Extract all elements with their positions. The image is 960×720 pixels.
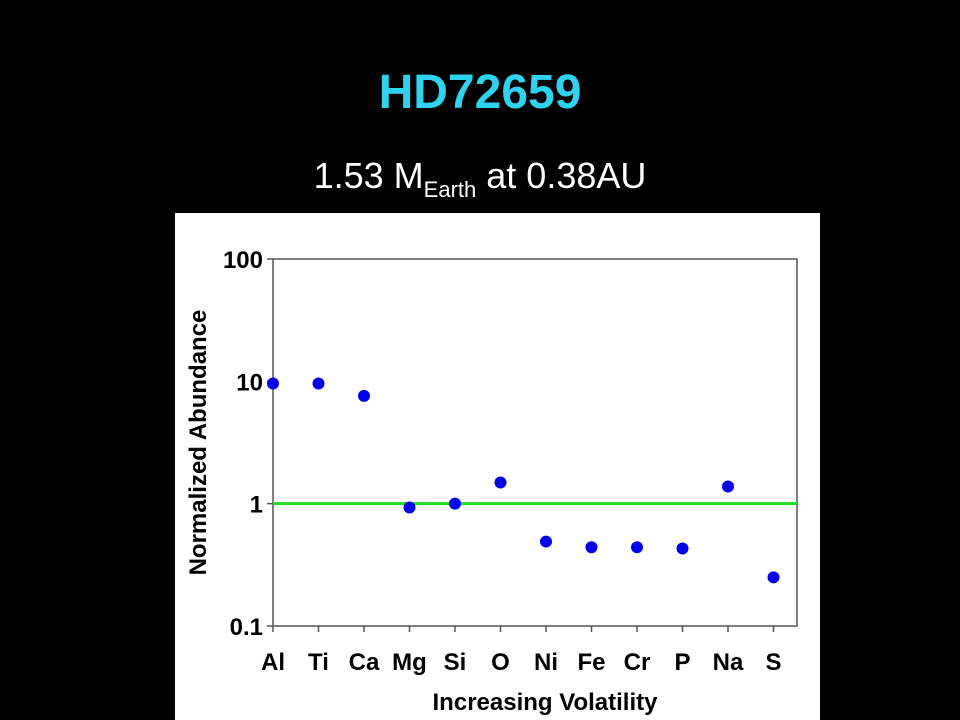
y-tick-label: 0.1 xyxy=(230,614,263,641)
x-tick-label: Na xyxy=(713,649,744,676)
data-point xyxy=(676,542,689,555)
y-tick-label: 10 xyxy=(236,369,263,396)
x-tick-label: Fe xyxy=(577,649,605,676)
data-point xyxy=(631,541,643,554)
x-tick-label: Cr xyxy=(624,649,651,676)
data-point xyxy=(722,480,734,493)
subtitle-subscript: Earth xyxy=(424,177,477,202)
x-tick-label: Al xyxy=(261,649,285,676)
data-point xyxy=(585,541,598,554)
y-tick-label: 100 xyxy=(223,247,263,274)
data-point xyxy=(267,377,279,390)
x-axis-label: Increasing Volatility xyxy=(433,689,659,716)
data-point xyxy=(449,497,461,510)
x-tick-label: Ca xyxy=(349,649,380,676)
x-tick-label: Si xyxy=(444,649,467,676)
subtitle-rest: at 0.38AU xyxy=(486,155,646,196)
plot-frame xyxy=(272,258,798,627)
plot: 0.1 1 10 100 Al Ti Ca Mg Si O Ni Fe Cr P Na S Increasing… xyxy=(185,247,798,716)
x-tick-label: S xyxy=(765,649,781,676)
data-point xyxy=(494,476,507,489)
y-axis-label: Normalized Abundance xyxy=(185,310,212,576)
x-tick-label: P xyxy=(674,649,690,676)
data-point xyxy=(540,535,552,548)
x-tick-label: Mg xyxy=(392,649,427,676)
data-point xyxy=(767,571,780,584)
slide-title: HD72659 xyxy=(379,66,582,119)
data-point xyxy=(403,501,416,514)
data-point xyxy=(312,377,325,390)
slide-subtitle: 1.53 MEarth at 0.38AU xyxy=(314,155,647,202)
x-tick-label: Ni xyxy=(534,649,558,676)
subtitle-main: 1.53 M xyxy=(314,155,424,196)
chart-panel xyxy=(175,213,820,720)
x-tick-label: O xyxy=(491,649,510,676)
x-tick-label: Ti xyxy=(308,649,329,676)
data-point xyxy=(358,389,370,402)
y-tick-label: 1 xyxy=(250,492,263,519)
